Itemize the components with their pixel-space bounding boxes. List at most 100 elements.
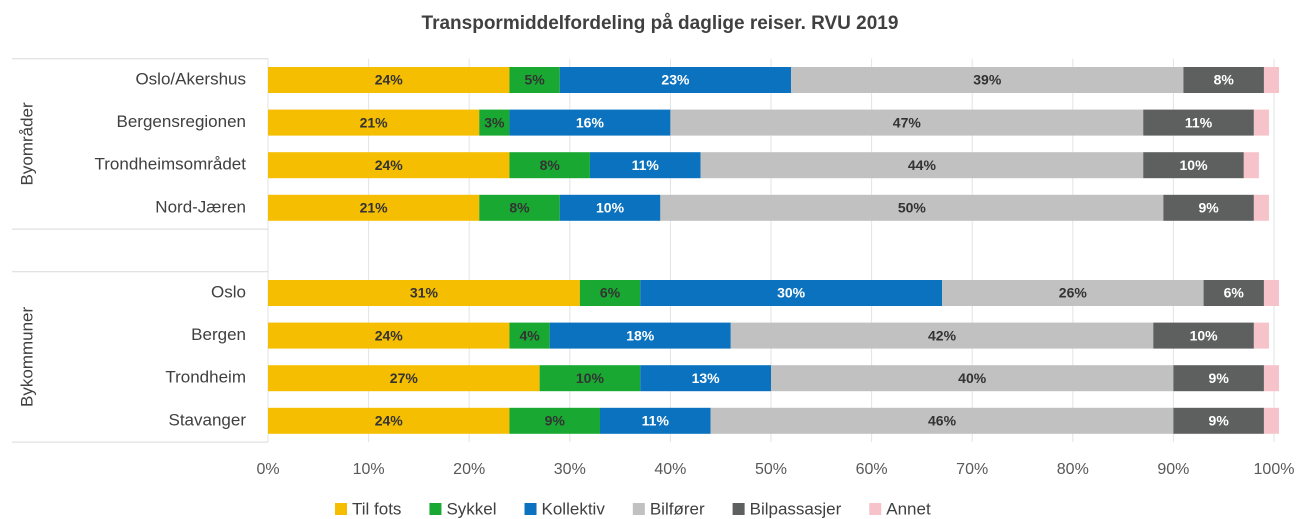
bar-segment bbox=[1243, 152, 1259, 179]
legend-label: Kollektiv bbox=[542, 499, 606, 518]
category-label: Bergensregionen bbox=[117, 112, 246, 131]
bar-segment bbox=[549, 322, 731, 349]
legend-label: Sykkel bbox=[446, 499, 496, 518]
bars bbox=[268, 67, 1280, 434]
group-label: Bykommuner bbox=[17, 306, 36, 406]
bar-segment bbox=[1263, 365, 1280, 392]
data-label: 27% bbox=[390, 370, 419, 386]
legend-swatch bbox=[429, 503, 442, 515]
data-label: 16% bbox=[576, 114, 605, 130]
data-label: 30% bbox=[777, 285, 806, 301]
data-label: 24% bbox=[375, 157, 404, 173]
category-label: Nord-Jæren bbox=[155, 197, 246, 216]
legend-swatch bbox=[869, 503, 882, 515]
data-label: 21% bbox=[360, 200, 389, 216]
data-label: 42% bbox=[928, 327, 957, 343]
bar-segment bbox=[268, 322, 510, 349]
bar-segment bbox=[268, 109, 480, 136]
data-label: 8% bbox=[1214, 72, 1235, 88]
data-label: 23% bbox=[661, 72, 690, 88]
category-label: Stavanger bbox=[169, 410, 247, 429]
bar-segment bbox=[1143, 152, 1244, 179]
legend-swatch bbox=[524, 503, 537, 515]
legend-swatch bbox=[732, 503, 745, 515]
category-label: Bergen bbox=[191, 325, 246, 344]
bar-segment bbox=[1263, 280, 1280, 306]
chart-title: Transpormiddelfordeling på daglige reise… bbox=[422, 13, 899, 34]
data-label: 5% bbox=[524, 72, 545, 88]
bar-segment bbox=[509, 322, 550, 349]
category-label: Trondheim bbox=[165, 368, 246, 387]
bar-segment bbox=[599, 407, 711, 434]
bar-segment bbox=[1173, 407, 1264, 434]
bar-segment bbox=[479, 109, 510, 136]
data-label: 40% bbox=[958, 370, 987, 386]
bar-segment bbox=[640, 365, 771, 392]
data-label: 47% bbox=[893, 114, 922, 130]
x-tick-label: 100% bbox=[1254, 461, 1295, 478]
data-label: 9% bbox=[1209, 413, 1230, 429]
legend-swatch bbox=[632, 503, 645, 515]
bar-segment bbox=[1253, 109, 1269, 136]
bar-segment bbox=[640, 280, 943, 306]
bar-segment bbox=[268, 407, 510, 434]
data-label: 8% bbox=[540, 157, 561, 173]
bar-segment bbox=[670, 109, 1144, 136]
bar-segment bbox=[1253, 194, 1269, 221]
data-label: 26% bbox=[1059, 285, 1088, 301]
x-tick-label: 10% bbox=[353, 461, 385, 478]
bar-segment bbox=[1183, 67, 1264, 93]
legend-label: Bilpassasjer bbox=[750, 499, 842, 518]
bar-segment bbox=[268, 194, 480, 221]
legend-label: Til fots bbox=[352, 499, 401, 518]
bar-segment bbox=[710, 407, 1174, 434]
data-label: 11% bbox=[632, 157, 660, 173]
bar-segment bbox=[268, 280, 580, 306]
bar-segment bbox=[771, 365, 1174, 392]
data-label: 18% bbox=[626, 327, 655, 343]
bar-segment bbox=[559, 194, 661, 221]
bar-segment bbox=[579, 280, 641, 306]
data-label: 21% bbox=[360, 114, 389, 130]
data-label: 3% bbox=[484, 114, 505, 130]
data-label: 50% bbox=[898, 200, 927, 216]
data-label: 31% bbox=[410, 285, 439, 301]
data-label: 10% bbox=[1190, 327, 1219, 343]
bar-segment bbox=[589, 152, 701, 179]
x-tick-label: 30% bbox=[554, 461, 586, 478]
legend-swatch bbox=[335, 503, 347, 515]
bar-segment bbox=[509, 407, 600, 434]
data-label: 10% bbox=[596, 200, 625, 216]
bar-segment bbox=[1253, 322, 1269, 349]
data-label: 9% bbox=[1209, 370, 1230, 386]
x-tick-label: 20% bbox=[453, 461, 485, 478]
bar-segment bbox=[268, 365, 540, 392]
category-label: Trondheimsområdet bbox=[95, 155, 247, 174]
category-label: Oslo bbox=[211, 282, 246, 301]
data-label: 24% bbox=[375, 72, 404, 88]
bar-segment bbox=[539, 365, 641, 392]
bar-segment bbox=[791, 67, 1184, 93]
x-tick-label: 0% bbox=[256, 461, 279, 478]
bar-segment bbox=[1203, 280, 1264, 306]
bar-segment bbox=[509, 109, 671, 136]
bar-segment bbox=[1173, 365, 1264, 392]
bar-segment bbox=[479, 194, 560, 221]
data-label: 6% bbox=[600, 285, 621, 301]
data-label: 46% bbox=[928, 413, 957, 429]
data-label: 11% bbox=[642, 413, 670, 429]
data-label: 6% bbox=[1224, 285, 1245, 301]
bar-segment bbox=[1153, 322, 1254, 349]
bar-segment bbox=[268, 67, 510, 93]
x-tick-label: 80% bbox=[1057, 461, 1089, 478]
group-label: Byområder bbox=[17, 102, 36, 185]
bar-segment bbox=[1163, 194, 1254, 221]
bar-segment bbox=[268, 152, 510, 179]
bar-segment bbox=[700, 152, 1144, 179]
bar-segment bbox=[1143, 109, 1254, 136]
data-label: 13% bbox=[692, 370, 721, 386]
data-label: 9% bbox=[545, 413, 566, 429]
bar-segment bbox=[1263, 67, 1280, 93]
